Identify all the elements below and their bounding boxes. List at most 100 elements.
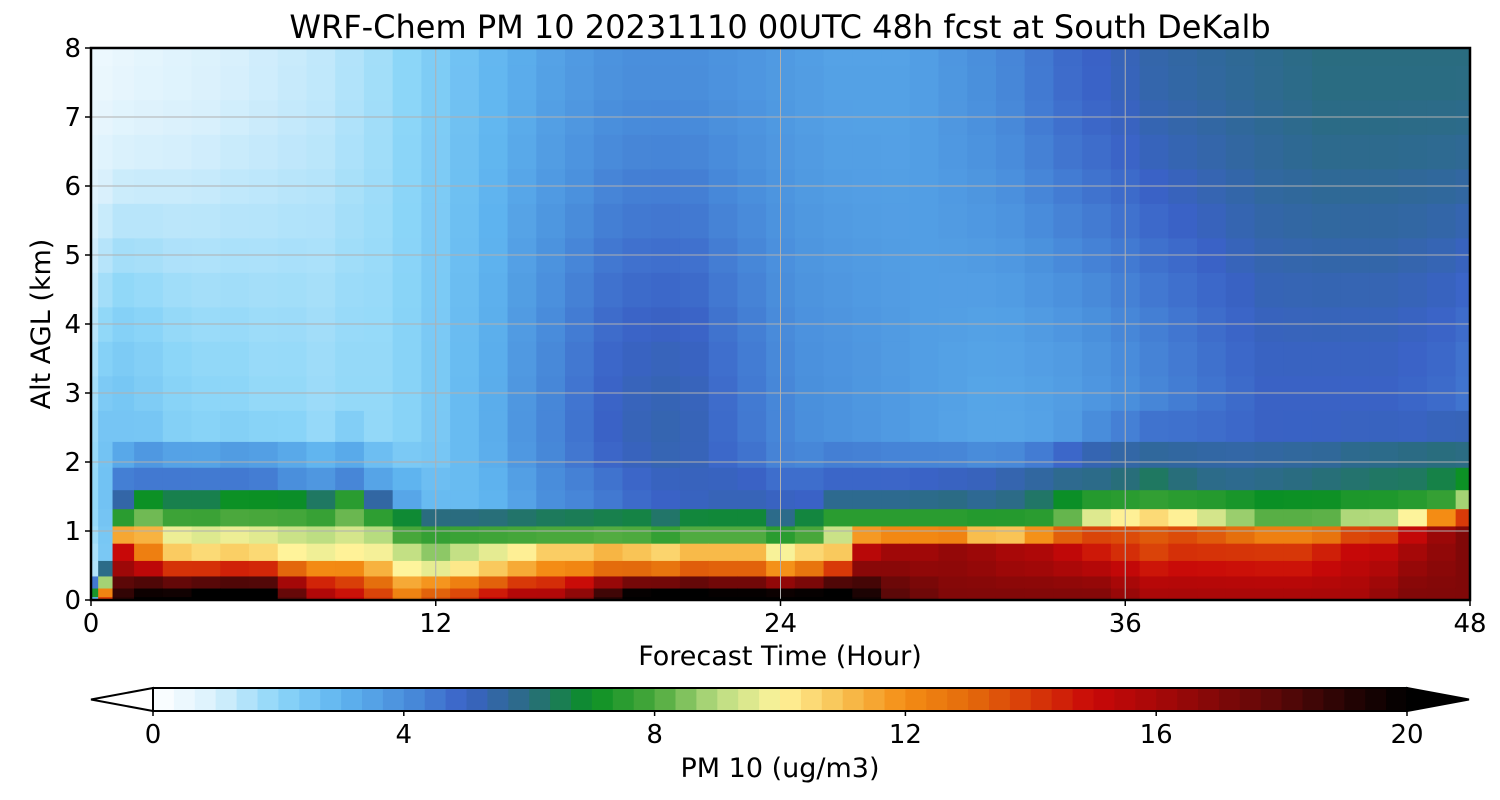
heatmap-cell bbox=[1139, 525, 1169, 544]
heatmap-cell bbox=[565, 65, 595, 101]
heatmap-cell bbox=[708, 203, 739, 239]
heatmap-cell bbox=[967, 489, 997, 510]
heatmap-cell bbox=[794, 543, 825, 561]
heatmap-cell bbox=[1455, 467, 1471, 491]
heatmap-cell bbox=[622, 410, 652, 442]
colorbar-swatch bbox=[1218, 688, 1241, 711]
heatmap-cell bbox=[91, 596, 99, 601]
heatmap-cell bbox=[277, 596, 308, 601]
heatmap-cell bbox=[478, 272, 509, 308]
heatmap-cell bbox=[938, 410, 968, 442]
heatmap-cell bbox=[536, 203, 566, 239]
heatmap-cell bbox=[249, 65, 279, 101]
heatmap-cell bbox=[392, 587, 422, 598]
heatmap-cell bbox=[392, 272, 422, 308]
heatmap-cell bbox=[1398, 272, 1428, 308]
heatmap-cell bbox=[134, 203, 164, 239]
colorbar-swatch bbox=[403, 688, 426, 711]
heatmap-cell bbox=[995, 134, 1026, 170]
heatmap-cell bbox=[134, 48, 164, 66]
colorbar-swatch bbox=[466, 688, 488, 711]
heatmap-cell bbox=[1225, 560, 1256, 577]
heatmap-cell bbox=[1369, 543, 1399, 561]
heatmap-cell bbox=[112, 543, 135, 561]
heatmap-cell bbox=[967, 596, 997, 601]
heatmap-cell bbox=[1398, 410, 1428, 442]
heatmap-cell bbox=[881, 525, 911, 544]
heatmap-cell bbox=[938, 467, 968, 491]
heatmap-cell bbox=[1369, 134, 1399, 170]
heatmap-cell bbox=[622, 48, 652, 66]
x-axis-ticks: 0 12 24 36 48 bbox=[83, 600, 1487, 639]
heatmap-cell bbox=[363, 203, 394, 239]
heatmap-cell bbox=[191, 596, 221, 601]
colorbar-swatch bbox=[1302, 688, 1324, 711]
heatmap-cell bbox=[1139, 65, 1169, 101]
heatmap-cell bbox=[392, 543, 422, 561]
colorbar-swatch bbox=[800, 688, 823, 711]
heatmap-cell bbox=[1053, 48, 1083, 66]
heatmap-cell bbox=[1311, 575, 1342, 589]
heatmap-cell bbox=[1311, 489, 1342, 510]
heatmap-cell bbox=[1053, 272, 1083, 308]
heatmap-cell bbox=[98, 587, 114, 598]
heatmap-cell bbox=[91, 543, 99, 561]
heatmap-cell bbox=[335, 48, 365, 66]
heatmap-cell bbox=[392, 525, 422, 544]
heatmap-cell bbox=[823, 575, 853, 589]
heatmap-cell bbox=[536, 489, 566, 510]
heatmap-cell bbox=[363, 441, 394, 468]
heatmap-cell bbox=[995, 467, 1026, 491]
heatmap-cell bbox=[220, 134, 250, 170]
colorbar-swatch bbox=[759, 688, 781, 711]
heatmap-cell bbox=[1283, 441, 1313, 468]
heatmap-cell bbox=[823, 560, 853, 577]
heatmap-cell bbox=[1197, 410, 1227, 442]
heatmap-cell bbox=[1139, 272, 1169, 308]
heatmap-cell bbox=[651, 441, 681, 468]
heatmap-cell bbox=[507, 272, 537, 308]
heatmap-cell bbox=[1311, 587, 1342, 598]
heatmap-cell bbox=[1254, 489, 1284, 510]
heatmap-cell bbox=[1398, 575, 1428, 589]
heatmap-cell bbox=[995, 560, 1026, 577]
heatmap-cell bbox=[98, 596, 114, 601]
colorbar-swatch bbox=[153, 688, 175, 711]
heatmap-cell bbox=[823, 525, 853, 544]
heatmap-cell bbox=[1082, 203, 1112, 239]
heatmap-cell bbox=[1283, 134, 1313, 170]
heatmap-cell bbox=[995, 596, 1026, 601]
colorbar-swatch bbox=[1135, 688, 1157, 711]
heatmap-cell bbox=[967, 508, 997, 527]
heatmap-cell bbox=[478, 134, 509, 170]
heatmap-cell bbox=[1254, 441, 1284, 468]
heatmap-cell bbox=[593, 489, 624, 510]
heatmap-cell bbox=[306, 560, 336, 577]
heatmap-cell bbox=[162, 272, 193, 308]
heatmap-cell bbox=[363, 543, 394, 561]
heatmap-cell bbox=[1082, 48, 1112, 66]
heatmap-cell bbox=[593, 341, 624, 377]
heatmap-cell bbox=[823, 489, 853, 510]
colorbar-swatch bbox=[1281, 688, 1303, 711]
heatmap-cell bbox=[1053, 467, 1083, 491]
colorbar-swatch bbox=[821, 688, 844, 711]
colorbar-swatch bbox=[1114, 688, 1136, 711]
colorbar-swatch bbox=[299, 688, 321, 711]
heatmap-cell bbox=[967, 543, 997, 561]
heatmap-cell bbox=[478, 489, 509, 510]
heatmap-cell bbox=[536, 441, 566, 468]
colorbar-swatch bbox=[1030, 688, 1053, 711]
heatmap-cell bbox=[565, 596, 595, 601]
heatmap-cell bbox=[392, 48, 422, 66]
heatmap-cell bbox=[450, 575, 480, 589]
heatmap-cell bbox=[1455, 134, 1471, 170]
heatmap-cell bbox=[794, 48, 825, 66]
heatmap-cell bbox=[392, 596, 422, 601]
heatmap-cell bbox=[909, 575, 940, 589]
heatmap-cell bbox=[1225, 441, 1256, 468]
heatmap-cell bbox=[1053, 410, 1083, 442]
heatmap-cell bbox=[565, 48, 595, 66]
heatmap-cell bbox=[162, 575, 193, 589]
